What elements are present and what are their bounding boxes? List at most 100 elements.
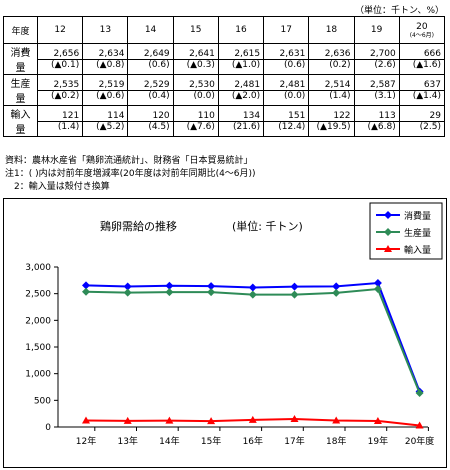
change-cell: (▲1.0) <box>217 58 265 75</box>
value-cell: 113 <box>353 105 400 122</box>
year-label: 14 <box>144 25 157 35</box>
x-tick-label: 17年 <box>284 435 304 447</box>
line-chart: 鶏卵需給の推移 (単位: 千トン) 0 500 1,000 1,500 2,000 2,500… <box>25 202 443 447</box>
data-point <box>207 288 216 297</box>
value-cell: 637 <box>398 74 446 91</box>
year-label: 13 <box>99 25 112 35</box>
note-source: 資料：農林水産省「鶏卵流通統計」、財務省「日本貿易統計」 <box>5 156 253 166</box>
year-header: 17 <box>263 16 310 44</box>
value-cell: 2,529 <box>127 74 174 91</box>
data-point <box>165 416 174 424</box>
year-header: 19 <box>353 16 400 44</box>
x-tick-label: 12年 <box>76 435 96 447</box>
change-cell: (0.0) <box>263 89 310 106</box>
x-tick-label: 20年度 <box>405 435 434 447</box>
data-point <box>207 417 216 425</box>
data-point <box>248 283 257 292</box>
data-point <box>82 281 90 290</box>
year-label: 20 <box>416 21 428 32</box>
data-point <box>373 279 382 287</box>
notes: 資料：農林水産省「鶏卵流通統計」、財務省「日本貿易統計」 注1：( )内は対前年… <box>5 155 256 194</box>
change-cell: (2.6) <box>353 58 400 75</box>
change-cell: (21.6) <box>217 120 265 137</box>
data-point <box>165 281 174 290</box>
change-cell: (▲7.6) <box>172 120 219 137</box>
year-label: 19 <box>370 25 383 35</box>
change-cell: (0.0) <box>172 89 219 106</box>
year-label: 17 <box>280 25 292 35</box>
value-cell: 2,615 <box>217 43 265 60</box>
data-point <box>332 416 341 424</box>
change-cell: (12.4) <box>263 120 310 137</box>
data-point <box>290 414 299 422</box>
change-cell: (▲1.6) <box>398 58 446 75</box>
chart-frame: 鶏卵需給の推移 (単位: 千トン) 0 500 1,000 1,500 2,000 2,500… <box>3 198 447 468</box>
row-label: 輸入量 <box>3 105 38 137</box>
x-tick-label: 19年 <box>368 435 388 447</box>
change-cell: (▲0.2) <box>36 89 84 106</box>
y-tick-label: 2,000 <box>25 316 51 326</box>
data-point <box>415 421 424 429</box>
change-cell: (1.4) <box>36 120 84 137</box>
legend-label: 消費量 <box>404 210 431 222</box>
y-tick-label: 2,500 <box>25 290 51 300</box>
row-label: 生産量 <box>3 74 38 106</box>
x-tick-label: 13年 <box>117 435 137 447</box>
unit-note: （単位：千トン、%） <box>354 6 444 16</box>
data-point <box>415 389 424 398</box>
change-cell: (0.4) <box>127 89 174 106</box>
data-point <box>373 416 382 424</box>
year-sub-label: (4～6月) <box>409 31 435 39</box>
data-point <box>123 416 132 424</box>
change-cell: (▲19.5) <box>308 120 355 137</box>
value-cell: 2,519 <box>82 74 129 91</box>
year-header: 16 <box>217 16 265 44</box>
data-point <box>384 211 392 219</box>
year-header: 14 <box>127 16 174 44</box>
data-point <box>207 282 216 291</box>
value-cell: 110 <box>172 105 219 122</box>
year-label: 15 <box>190 25 202 35</box>
data-point <box>123 282 132 291</box>
value-cell: 29 <box>398 105 446 122</box>
change-cell: (▲0.1) <box>36 58 84 75</box>
chart-title: 鶏卵需給の推移 <box>100 219 177 233</box>
data-point <box>248 290 257 299</box>
value-cell: 2,649 <box>127 43 174 60</box>
year-header: 12 <box>36 16 84 44</box>
change-cell: (▲6.8) <box>353 120 400 137</box>
change-cell: (0.2) <box>308 58 355 75</box>
value-cell: 2,634 <box>82 43 129 60</box>
change-cell: (▲5.2) <box>82 120 129 137</box>
data-point <box>290 282 299 291</box>
value-cell: 2,641 <box>172 43 219 60</box>
data-point <box>165 288 174 297</box>
header-label: 年度 <box>3 16 38 44</box>
year-label: 12 <box>54 25 66 35</box>
change-cell: (1.4) <box>308 89 355 106</box>
y-tick-label: 3,000 <box>25 263 51 273</box>
change-cell: (2.5) <box>398 120 446 137</box>
value-cell: 2,700 <box>353 43 400 60</box>
change-cell: (▲0.8) <box>82 58 129 75</box>
change-cell: (4.5) <box>127 120 174 137</box>
chart-subtitle: (単位: 千トン) <box>232 219 303 233</box>
value-cell: 2,514 <box>308 74 355 91</box>
year-header: 18 <box>308 16 355 44</box>
data-point <box>248 415 257 423</box>
change-cell: (0.6) <box>127 58 174 75</box>
value-cell: 2,530 <box>172 74 219 91</box>
series-line <box>85 287 421 394</box>
year-header: 15 <box>172 16 219 44</box>
x-tick-label: 16年 <box>243 435 263 447</box>
value-cell: 114 <box>82 105 129 122</box>
year-header: 20 (4～6月) <box>398 16 446 44</box>
note-2: 2：輸入量は殻付き換算 <box>5 182 110 192</box>
year-label: 16 <box>235 25 247 35</box>
value-cell: 2,636 <box>308 43 355 60</box>
value-cell: 2,631 <box>263 43 310 60</box>
supply-table: 年度 12 13 14 15 16 17 18 19 20 (4～6月) 消費量 2,656 2,634 2… <box>3 16 446 137</box>
data-point <box>332 288 341 297</box>
year-header: 13 <box>82 16 129 44</box>
x-tick-label: 15年 <box>201 435 221 447</box>
